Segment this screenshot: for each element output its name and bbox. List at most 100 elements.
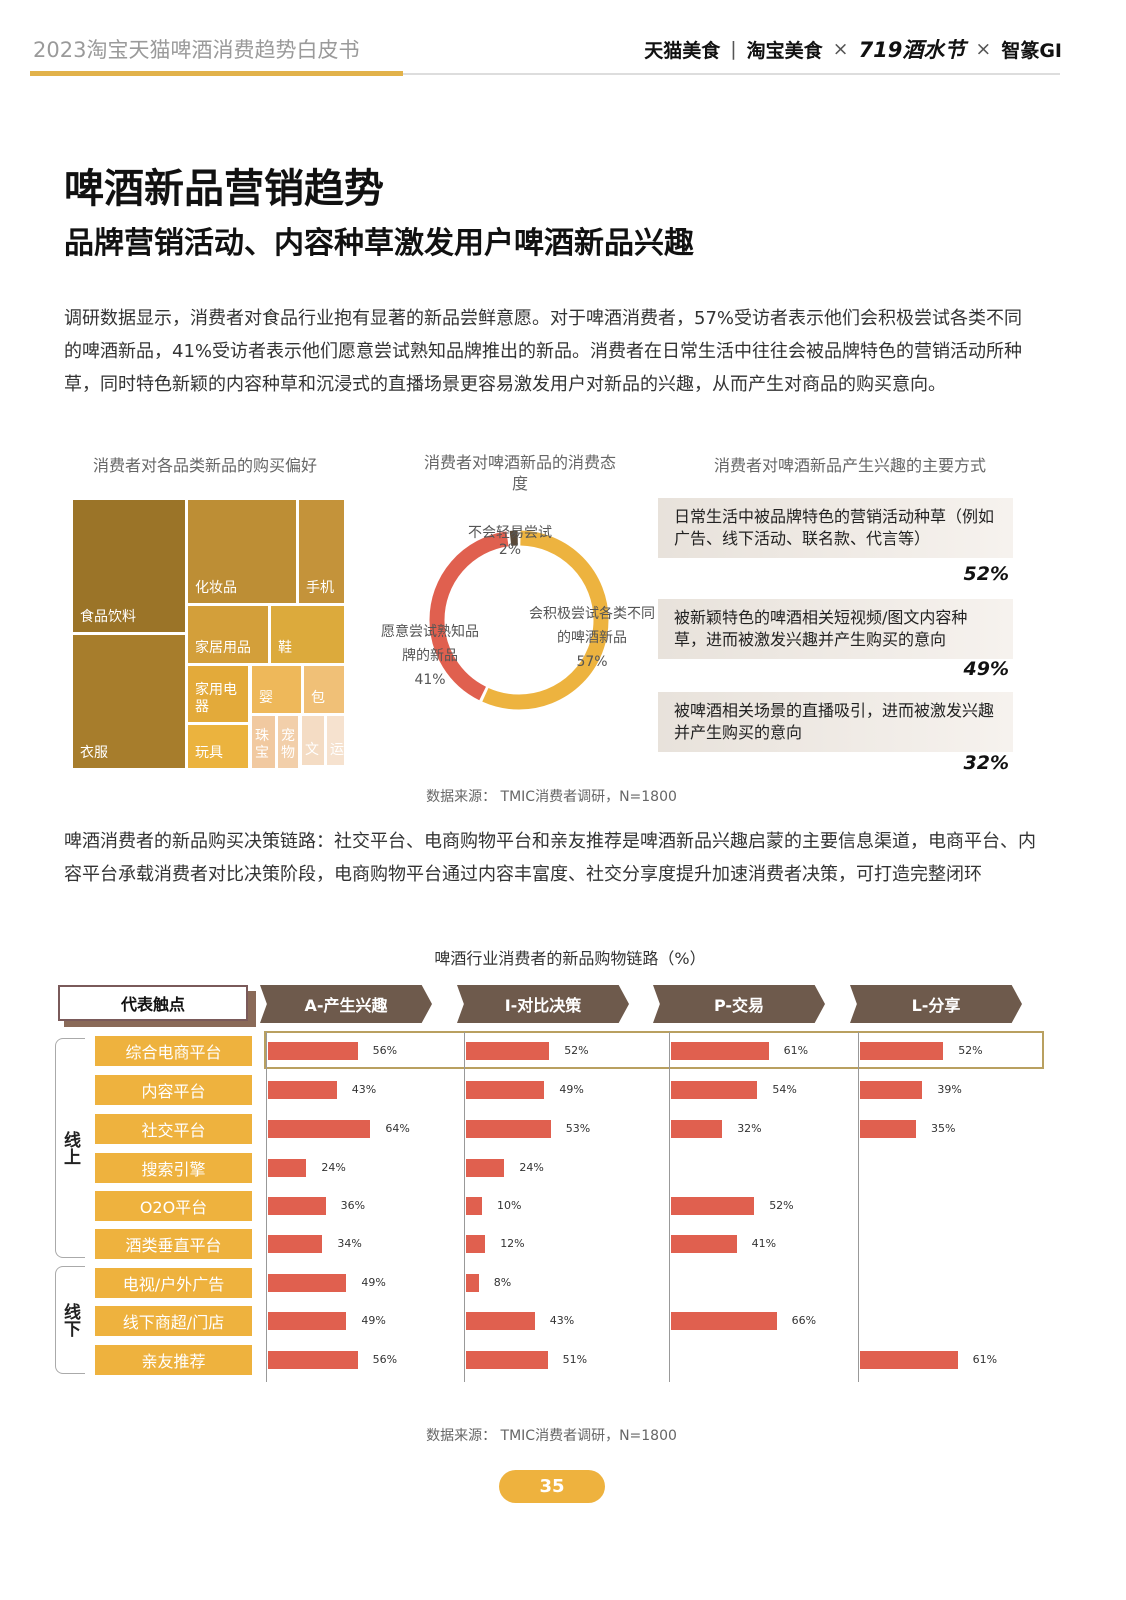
bar [671, 1120, 723, 1138]
stage-header: L-分享 [850, 985, 1022, 1023]
bar [466, 1159, 505, 1177]
bar-label: 52% [958, 1044, 983, 1057]
bar [268, 1312, 347, 1330]
stage-header: A-产生兴趣 [260, 985, 432, 1023]
slice-label: 愿意尝试熟知品牌的新品 [381, 624, 479, 664]
treemap-cell: 运 [327, 716, 344, 765]
bar-label: 12% [500, 1237, 525, 1250]
source-note: 数据来源： TMIC消费者调研，N=1800 [426, 789, 677, 805]
touchpoint-label: 亲友推荐 [95, 1345, 252, 1375]
bar [466, 1235, 486, 1253]
touchpoint-header: 代表触点 [58, 985, 248, 1021]
column-divider [266, 1032, 267, 1382]
bar [268, 1120, 371, 1138]
bar [268, 1042, 358, 1060]
logo-zhizhuan: 智篆GI [1001, 39, 1062, 62]
bar [860, 1081, 923, 1099]
page-title: 啤酒新品营销趋势 [64, 166, 384, 212]
group-offline: 线下 [55, 1266, 85, 1374]
bar-label: 8% [493, 1276, 512, 1289]
treemap-cell: 家用电器 [188, 666, 248, 722]
bar [466, 1197, 482, 1215]
bar [268, 1197, 326, 1215]
treemap-cell: 玩具 [188, 725, 248, 768]
bar-label: 36% [340, 1199, 366, 1212]
bar-label: 39% [937, 1083, 962, 1096]
slice-label: 不会轻易尝试 [468, 525, 552, 541]
bar [671, 1042, 769, 1060]
treemap-title: 消费者对各品类新品的购买偏好 [92, 456, 317, 475]
touchpoint-label: 社交平台 [95, 1114, 252, 1144]
bar [860, 1120, 916, 1138]
treemap-cell: 手机 [299, 500, 344, 603]
page-number: 35 [499, 1470, 605, 1503]
touchpoint-label: 搜索引擎 [95, 1153, 252, 1183]
bar-label: 51% [562, 1353, 588, 1366]
separator: × [975, 38, 992, 60]
source-note: 数据来源： TMIC消费者调研，N=1800 [426, 1428, 677, 1444]
bar-label: 56% [372, 1044, 398, 1057]
bar-label: 53% [565, 1122, 591, 1135]
intro-paragraph: 调研数据显示，消费者对食品行业抱有显著的新品尝鲜意愿。对于啤酒消费者，57%受访… [64, 308, 1023, 395]
stage-header: I-对比决策 [457, 985, 629, 1023]
bar [671, 1081, 758, 1099]
divider: | [730, 38, 737, 60]
treemap-cell: 宠物 [278, 716, 298, 768]
bar-label: 32% [737, 1122, 762, 1135]
treemap-cell: 珠宝 [252, 716, 275, 768]
decision-paragraph: 啤酒消费者的新品购买决策链路：社交平台、电商购物平台和亲友推荐是啤酒新品兴趣启蒙… [64, 831, 1036, 885]
group-online: 线上 [55, 1038, 85, 1258]
header-rule [30, 73, 1060, 75]
bar [466, 1312, 535, 1330]
interest-card: 被啤酒相关场景的直播吸引，进而被激发兴趣并产生购买的意向 [658, 692, 1013, 752]
bar-label: 61% [972, 1353, 998, 1366]
treemap-cell: 化妆品 [188, 500, 296, 603]
bar-label: 49% [361, 1314, 386, 1327]
touchpoint-label: 线下商超/门店 [95, 1306, 252, 1336]
bar-label: 52% [769, 1199, 794, 1212]
column-divider [858, 1032, 859, 1382]
treemap-cell: 鞋 [271, 606, 344, 663]
touchpoint-label: 综合电商平台 [95, 1036, 252, 1066]
slice-label-active: 会积极尝试各类不同的啤酒新品 57% [527, 602, 657, 674]
touchpoint-label: 电视/户外广告 [95, 1268, 252, 1298]
bar [466, 1351, 548, 1369]
logo-tmall-food: 天猫美食 [644, 39, 721, 62]
bar-label: 56% [372, 1353, 398, 1366]
interest-card: 被新颖特色的啤酒相关短视频/图文内容种草，进而被激发兴趣并产生购买的意向 [658, 599, 1013, 659]
slice-value: 57% [576, 654, 608, 670]
bar [466, 1120, 551, 1138]
header-accent [30, 71, 403, 76]
slice-label: 会积极尝试各类不同的啤酒新品 [529, 606, 655, 646]
funnel-chart-title: 啤酒行业消费者的新品购物链路（%） [434, 949, 706, 968]
column-divider [464, 1032, 465, 1382]
slice-label-no-try: 不会轻易尝试 2% [460, 522, 560, 558]
logo-taobao-food: 淘宝美食 [746, 39, 823, 62]
bar-label: 34% [337, 1237, 362, 1250]
bar [671, 1312, 777, 1330]
bar-label: 24% [321, 1161, 346, 1174]
bar [466, 1274, 479, 1292]
interest-card: 日常生活中被品牌特色的营销活动种草（例如广告、线下活动、联名款、代言等） [658, 498, 1013, 558]
treemap-cell: 婴 [252, 666, 301, 713]
bar-label: 10% [497, 1199, 522, 1212]
bar-label: 49% [559, 1083, 584, 1096]
touchpoint-label: O2O平台 [95, 1191, 252, 1221]
treemap-cell: 家居用品 [188, 606, 268, 663]
highlight-row-frame [264, 1031, 1044, 1069]
treemap-cell: 包 [304, 666, 344, 713]
treemap-cell: 文 [302, 716, 324, 765]
treemap-cell: 衣服 [73, 635, 185, 768]
touchpoint-label: 酒类垂直平台 [95, 1229, 252, 1259]
touchpoint-label: 内容平台 [95, 1075, 252, 1105]
interest-pct: 52% [963, 563, 1009, 585]
bar [268, 1159, 307, 1177]
bar [671, 1197, 755, 1215]
logo-719: 719酒水节 [858, 38, 966, 62]
bar [466, 1042, 550, 1060]
bar-label: 64% [385, 1122, 410, 1135]
bar [268, 1235, 323, 1253]
partner-logos: 天猫美食 | 淘宝美食 × 719酒水节 × 智篆GI [644, 34, 1062, 64]
stage-header: P-交易 [653, 985, 825, 1023]
bar [268, 1274, 347, 1292]
